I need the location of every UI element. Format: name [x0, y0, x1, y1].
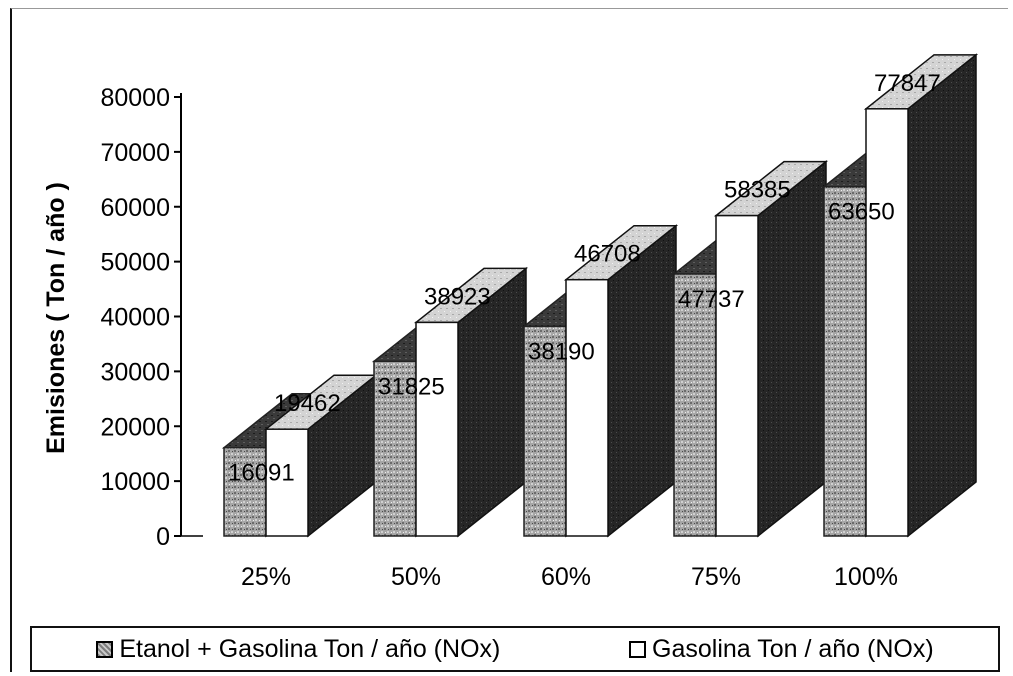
- bar-s0-c2-front: [523, 325, 567, 537]
- x-tick-label: 75%: [691, 563, 741, 591]
- legend-label-gasolina: Gasolina Ton / año (NOx): [652, 634, 934, 663]
- y-tick-label: 80000: [100, 84, 170, 112]
- bar-s1-c1: [413, 266, 529, 538]
- legend: Etanol + Gasolina Ton / año (NOx) Gasoli…: [30, 626, 1000, 672]
- x-tick-label: 50%: [391, 563, 441, 591]
- legend-label-etanol: Etanol + Gasolina Ton / año (NOx): [119, 634, 501, 663]
- bar-s0-c0-front: [223, 446, 267, 537]
- bar-s0-c4-front: [823, 185, 867, 537]
- data-label-s1-c0: 19462: [274, 390, 341, 417]
- bar-s1-c2-front: [565, 278, 609, 537]
- bar-s1-c3-side: [757, 160, 827, 538]
- data-label-s0-c3: 47737: [678, 286, 745, 313]
- data-label-s0-c1: 31825: [378, 373, 445, 400]
- bar-s1-c4-side: [907, 53, 977, 538]
- x-axis-labels: 25% 50% 60% 75% 100%: [241, 563, 898, 591]
- bar-s1-c4: [863, 53, 979, 538]
- legend-swatch-etanol: [96, 640, 114, 658]
- legend-swatch-gasolina: [629, 640, 647, 658]
- legend-item-etanol: Etanol + Gasolina Ton / año (NOx): [96, 635, 500, 664]
- bar-s1-c3: [713, 160, 829, 538]
- data-label-s0-c4: 63650: [828, 199, 895, 226]
- bar-s1-c2: [563, 224, 679, 538]
- bar-s1-c0-front: [265, 428, 309, 537]
- y-tick-label: 30000: [100, 358, 170, 386]
- x-tick-label: 60%: [541, 563, 591, 591]
- data-label-s1-c1: 38923: [424, 283, 491, 310]
- legend-item-gasolina: Gasolina Ton / año (NOx): [629, 635, 934, 664]
- x-tick-label: 25%: [241, 563, 291, 591]
- data-label-s1-c3: 58385: [724, 177, 791, 204]
- y-tick-label: 50000: [100, 249, 170, 277]
- data-label-s1-c2: 46708: [574, 241, 641, 268]
- y-tick-label: 20000: [100, 413, 170, 441]
- bar-s0-c3-front: [673, 273, 717, 537]
- data-labels: 16091 19462 31825 38923 38190 46708 47737 58385…: [228, 70, 941, 487]
- data-label-s0-c2: 38190: [528, 338, 595, 365]
- y-tick-label: 0: [156, 523, 170, 551]
- bar-s1-c1-front: [415, 321, 459, 537]
- bar-s1-c4-front: [865, 108, 909, 537]
- bar-s1-c0: [263, 373, 379, 538]
- y-axis: 0 10000 20000 30000 40000 50000 60000 70000 8000…: [100, 84, 203, 551]
- y-tick-label: 10000: [100, 468, 170, 496]
- bars: [221, 53, 979, 538]
- chart-frame: [10, 8, 1008, 672]
- y-tick-label: 70000: [100, 139, 170, 167]
- x-tick-label: 100%: [834, 563, 898, 591]
- y-tick-label: 40000: [100, 304, 170, 332]
- data-label-s1-c4: 77847: [874, 70, 941, 97]
- y-axis-title: Emisiones ( Ton / año ): [42, 182, 70, 454]
- y-tick-label: 60000: [100, 194, 170, 222]
- bar-s1-c3-front: [715, 214, 759, 537]
- bar-chart: Emisiones ( Ton / año ) 0 10000 20000 30000…: [42, 53, 979, 591]
- data-label-s0-c0: 16091: [228, 460, 295, 487]
